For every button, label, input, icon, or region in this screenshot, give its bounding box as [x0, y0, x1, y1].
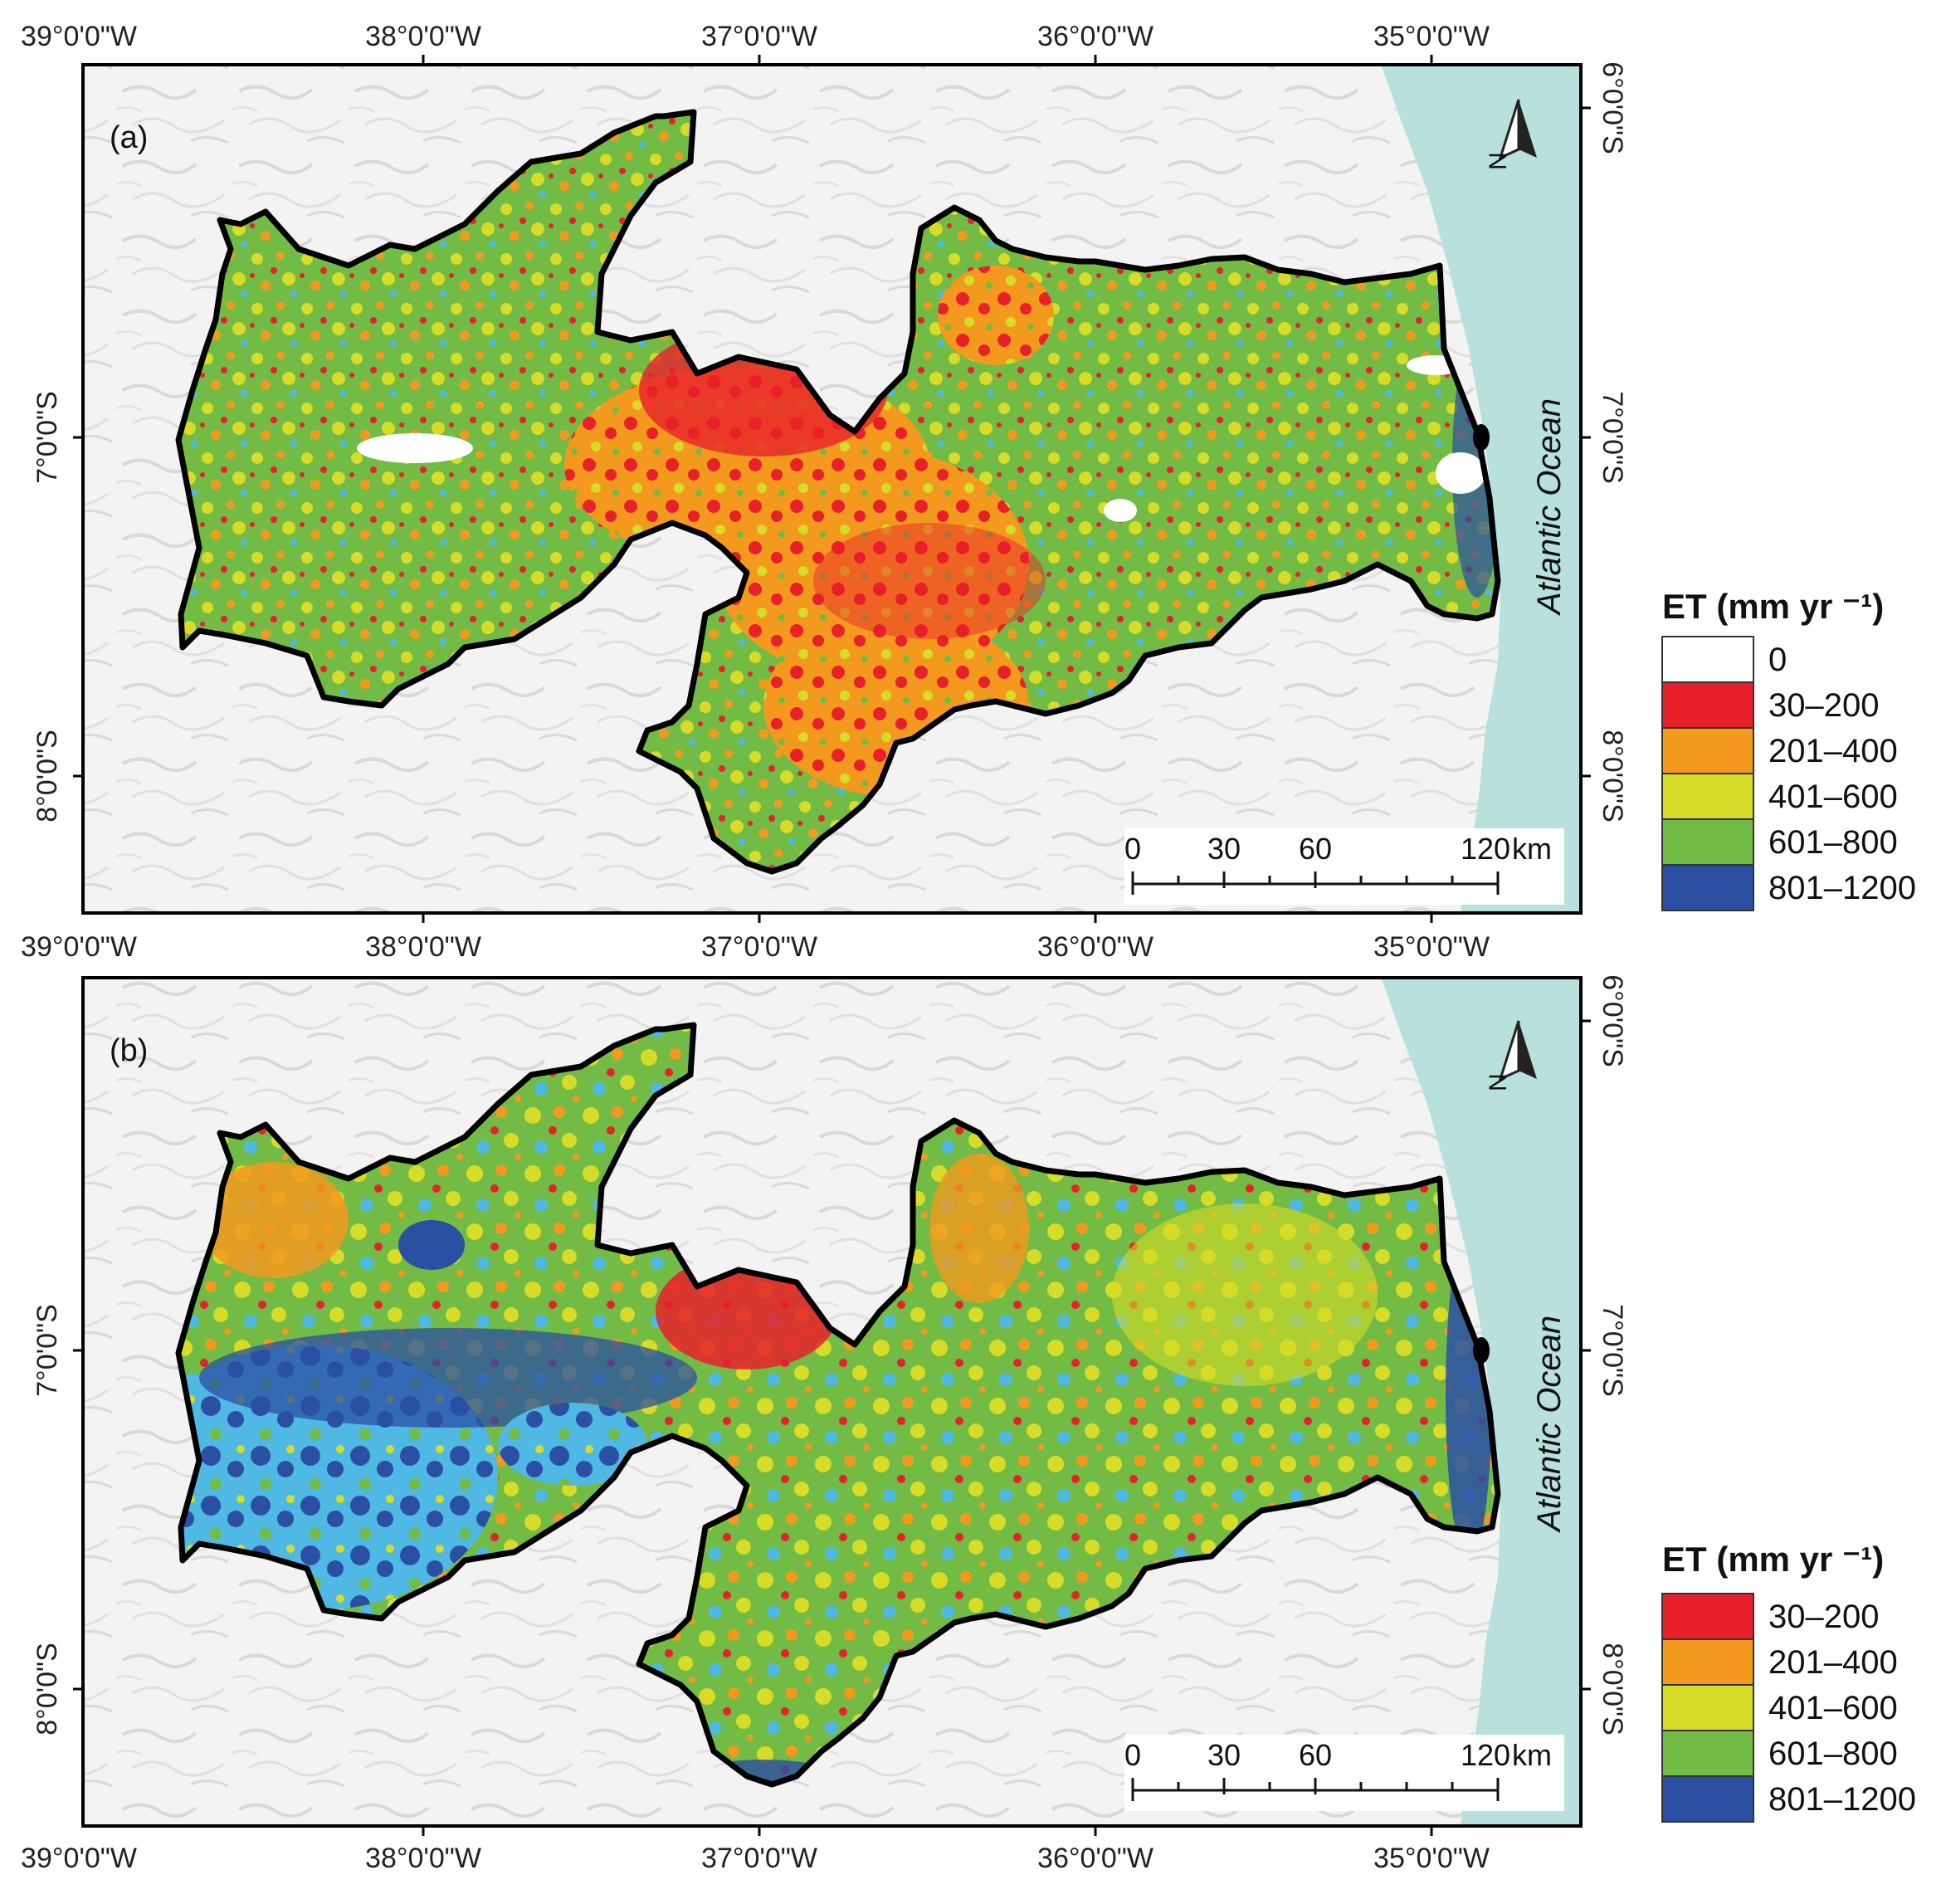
panel-a-bottom-lon-37: 37°0'0"W [701, 931, 817, 963]
legend-label: 0 [1768, 642, 1787, 678]
legend-swatch [1661, 1593, 1754, 1640]
panel-b-frame-ticks [73, 1019, 1591, 1836]
panel-b-label: (b) [110, 1033, 148, 1068]
panel-a-ocean [1382, 66, 1579, 911]
legend-label: 801–1200 [1768, 870, 1916, 906]
panel-b-bottom-lon-35: 35°0'0"W [1373, 1843, 1490, 1874]
legend-label: 201–400 [1768, 1644, 1898, 1681]
panel-a-bottom-lon-38: 38°0'0"W [365, 931, 481, 963]
legend-label: 601–800 [1768, 1736, 1898, 1772]
legend-swatch [1661, 636, 1754, 683]
panel-b-bottom-lon-39: 39°0'0"W [21, 1843, 137, 1874]
panel-b-legend-title: ET (mm yr ⁻¹) [1662, 1540, 1884, 1579]
panel-a-state-boundary [175, 109, 1501, 875]
panel-a-right-lat-6: 6°0'0"S [1597, 61, 1628, 154]
panel-b-north-arrow: N [1485, 1020, 1537, 1091]
legend-label: 401–600 [1768, 779, 1898, 815]
panel-a-top-lon-37: 37°0'0"W [701, 21, 817, 52]
panel-a-scale-bar: 0 30 60 120 km [1124, 828, 1564, 905]
panel-b-ocean [1382, 979, 1579, 1824]
panel-a-lat-labels-right: 6°0'0"S 7°0'0"S 8°0'0"S [1597, 61, 1628, 823]
panel-a-scale-unit: km [1512, 832, 1552, 866]
legend-swatch [1661, 818, 1754, 866]
legend-label: 201–400 [1768, 733, 1898, 769]
legend-swatch [1661, 1775, 1754, 1823]
panel-b-scale-tick-30: 30 [1207, 1738, 1241, 1772]
panel-a-bottom-lon-39: 39°0'0"W [21, 931, 137, 963]
legend-label: 401–600 [1768, 1690, 1898, 1726]
panel-b-scale-tick-60: 60 [1299, 1738, 1332, 1772]
panel-a-left-lat-7: 7°0'0"S [32, 391, 63, 484]
panel-a-bottom-lon-36: 36°0'0"W [1037, 931, 1153, 963]
panel-b-right-lat-6: 6°0'0"S [1597, 974, 1628, 1067]
panel-a-ocean-label: Atlantic Ocean [1531, 398, 1568, 616]
panel-a-lon-labels-bottom: 39°0'0"W 38°0'0"W 37°0'0"W 36°0'0"W 35°0… [21, 931, 1490, 963]
legend-swatch [1661, 681, 1754, 729]
panel-a-legend: ET (mm yr ⁻¹) 0 30–200 201–400 401–600 601–8… [1661, 587, 1916, 911]
legend-swatch [1661, 1684, 1754, 1731]
panel-a-scale-tick-0: 0 [1124, 832, 1141, 866]
panel-b-lat-labels-right: 6°0'0"S 7°0'0"S 8°0'0"S [1597, 974, 1628, 1736]
legend-label: 801–1200 [1768, 1781, 1916, 1818]
panel-b-state-boundary [175, 1022, 1501, 1788]
panel-a-top-lon-35: 35°0'0"W [1373, 21, 1490, 52]
panel-b-north-label: N [1485, 1073, 1512, 1091]
panel-b-city-marker [1473, 1337, 1490, 1364]
legend-swatch [1661, 727, 1754, 774]
panel-b-lon-labels-bottom: 39°0'0"W 38°0'0"W 37°0'0"W 36°0'0"W 35°0… [21, 1843, 1490, 1874]
panel-a-right-lat-8: 8°0'0"S [1597, 730, 1628, 823]
panel-b-bottom-lon-38: 38°0'0"W [365, 1843, 481, 1874]
panel-b-ocean-label: Atlantic Ocean [1531, 1316, 1568, 1533]
panel-b-legend: ET (mm yr ⁻¹) 30–200 201–400 401–600 601–80… [1661, 1540, 1916, 1823]
legend-swatch [1661, 864, 1754, 911]
panel-a-top-lon-38: 38°0'0"W [365, 21, 481, 52]
panel-a-right-lat-7: 7°0'0"S [1597, 391, 1628, 484]
panel-a-top-lon-39: 39°0'0"W [21, 21, 137, 52]
panel-a-left-lat-8: 8°0'0"S [32, 730, 63, 823]
panel-b-left-lat-7: 7°0'0"S [32, 1304, 63, 1397]
panel-b-lon-labels-top: 39°0'0"W [21, 931, 137, 963]
panel-a-legend-title: ET (mm yr ⁻¹) [1662, 587, 1884, 626]
panel-b-bottom-lon-36: 36°0'0"W [1037, 1843, 1153, 1874]
panel-a-city-marker [1473, 424, 1490, 451]
panel-b-left-lat-8: 8°0'0"S [32, 1643, 63, 1736]
panel-a-label: (a) [110, 120, 148, 155]
panel-b-bottom-lon-37: 37°0'0"W [701, 1843, 817, 1874]
legend-label: 30–200 [1768, 1599, 1879, 1635]
panel-b-scale-unit: km [1512, 1738, 1552, 1772]
panel-a-scale-tick-120: 120 [1461, 832, 1510, 866]
panel-b: (b) Atlantic Ocean N 0 30 60 120 km 39°0… [21, 931, 1916, 1874]
panel-a-scale-tick-60: 60 [1299, 832, 1332, 866]
panel-a-scale-tick-30: 30 [1207, 832, 1241, 866]
panel-a-lat-labels-left: 7°0'0"S 8°0'0"S [32, 391, 63, 823]
legend-label: 30–200 [1768, 687, 1879, 724]
panel-a: (a) Atlantic Ocean N 0 30 60 120 km 39°0… [21, 21, 1916, 963]
panel-b-scale-bar: 0 30 60 120 km [1124, 1735, 1564, 1811]
legend-swatch [1661, 1730, 1754, 1777]
panel-b-scale-tick-120: 120 [1461, 1738, 1510, 1772]
panel-a-top-lon-36: 36°0'0"W [1037, 21, 1153, 52]
legend-swatch [1661, 773, 1754, 820]
legend-swatch [1661, 1638, 1754, 1686]
panel-a-bottom-lon-35: 35°0'0"W [1373, 931, 1490, 963]
panel-b-scale-tick-0: 0 [1124, 1738, 1141, 1772]
legend-label: 601–800 [1768, 824, 1898, 861]
panel-a-north-label: N [1485, 152, 1512, 170]
panel-a-frame-ticks [73, 55, 1591, 923]
panel-b-right-lat-7: 7°0'0"S [1597, 1304, 1628, 1397]
panel-a-north-arrow: N [1485, 99, 1537, 170]
panel-a-lon-labels-top: 39°0'0"W 38°0'0"W 37°0'0"W 36°0'0"W 35°0… [21, 21, 1490, 52]
panel-b-right-lat-8: 8°0'0"S [1597, 1643, 1628, 1736]
panel-b-lat-labels-left: 7°0'0"S 8°0'0"S [32, 1304, 63, 1736]
